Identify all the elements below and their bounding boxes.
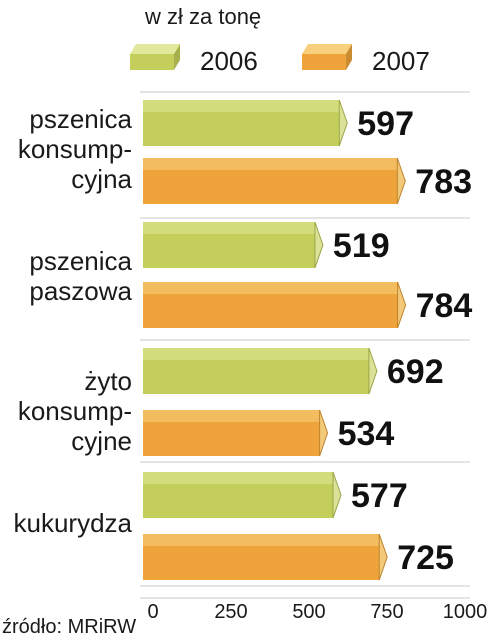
bar-2007-1 [143, 281, 407, 329]
legend-swatch-2007 [302, 44, 352, 70]
value-label-2006-3: 577 [351, 477, 408, 515]
category-label-pszenica-konsumpcyjna: pszenica konsump- cyjna [17, 104, 132, 194]
bar-2006-3 [143, 471, 342, 519]
bar-2006-2 [143, 347, 378, 395]
value-label-2007-1: 784 [416, 287, 473, 325]
value-label-2007-2: 534 [338, 415, 395, 453]
category-label-zyto-konsumpcyjne: żyto konsump- cyjne [17, 366, 132, 456]
value-label-2007-3: 725 [397, 539, 454, 577]
x-tick-label-3: 750 [370, 601, 403, 623]
source-note: źródło: MRiRW [2, 616, 137, 638]
x-tick-label-4: 1000 [443, 601, 488, 623]
bar-2006-1 [143, 221, 324, 269]
legend-label-2007: 2007 [372, 46, 430, 76]
bar-2007-0 [143, 157, 406, 205]
category-label-pszenica-paszowa: pszenica paszowa [29, 246, 132, 306]
x-tick-label-1: 250 [214, 601, 247, 623]
x-tick-label-0: 0 [147, 601, 158, 623]
value-label-2007-0: 783 [415, 163, 472, 201]
category-label-kukurydza: kukurydza [13, 508, 133, 538]
value-label-2006-1: 519 [333, 227, 390, 265]
legend-label-2006: 2006 [200, 46, 258, 76]
bar-2007-2 [143, 409, 329, 457]
bar-2006-0 [143, 99, 348, 147]
chart-title: w zł za tonę [145, 4, 262, 29]
value-label-2006-2: 692 [387, 353, 444, 391]
legend-swatch-2006 [130, 44, 180, 70]
x-tick-label-2: 500 [292, 601, 325, 623]
value-label-2006-0: 597 [357, 105, 414, 143]
bar-2007-3 [143, 533, 388, 581]
